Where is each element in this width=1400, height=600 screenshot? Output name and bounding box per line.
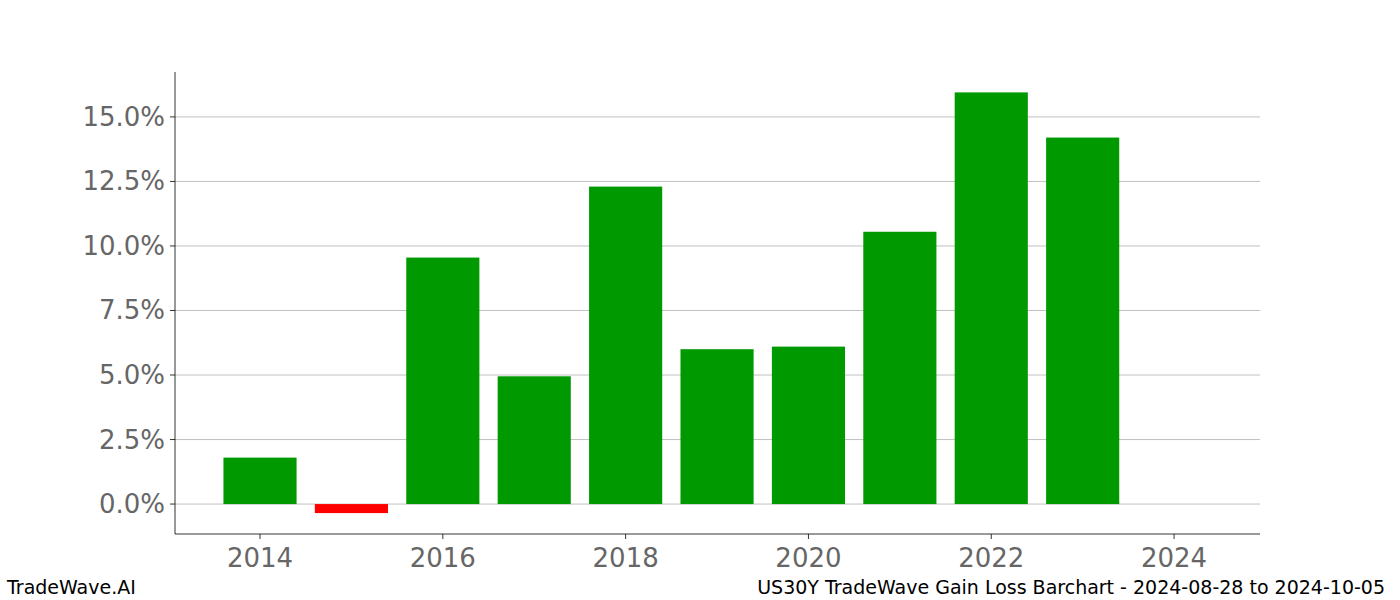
bar: [1046, 138, 1119, 505]
y-tick: [170, 504, 175, 505]
bar: [406, 258, 479, 504]
title: US30Y TradeWave Gain Loss Barchart - 202…: [757, 576, 1385, 598]
y-tick-label: 0.0%: [99, 489, 165, 519]
bar: [589, 187, 662, 504]
x-tick-label: 2014: [227, 543, 293, 573]
y-tick-label: 10.0%: [82, 231, 165, 261]
x-tick-label: 2022: [958, 543, 1024, 573]
y-tick: [170, 116, 175, 117]
x-tick: [625, 534, 626, 539]
y-tick: [170, 181, 175, 182]
chart: 0.0% 2.5% 5.0% 7.5% 10.0% 12.5% 15.0% 2014 2016 2…: [0, 0, 1400, 600]
x-axis: [175, 534, 1260, 535]
bar: [223, 458, 296, 504]
grid-line: [175, 116, 1260, 117]
bar: [772, 347, 845, 504]
bar: [315, 504, 388, 513]
x-tick-label: 2016: [410, 543, 476, 573]
x-tick-label: 2020: [775, 543, 841, 573]
x-tick-label: 2018: [593, 543, 659, 573]
y-tick: [170, 375, 175, 376]
x-tick: [808, 534, 809, 539]
y-tick-label: 15.0%: [82, 102, 165, 132]
brand: TradeWave.AI: [6, 576, 136, 598]
bar: [498, 376, 571, 504]
x-tick: [442, 534, 443, 539]
y-tick: [170, 310, 175, 311]
bar: [955, 92, 1028, 504]
bars: [223, 92, 1119, 513]
x-tick: [991, 534, 992, 539]
y-tick: [170, 439, 175, 440]
y-tick-label: 12.5%: [82, 166, 165, 196]
bar: [680, 349, 753, 504]
x-tick: [1174, 534, 1175, 539]
bar: [863, 232, 936, 504]
y-axis: [175, 72, 176, 534]
y-tick-label: 7.5%: [99, 295, 165, 325]
x-tick-label: 2024: [1141, 543, 1207, 573]
x-tick: [260, 534, 261, 539]
y-tick-label: 5.0%: [99, 360, 165, 390]
y-tick: [170, 245, 175, 246]
y-tick-label: 2.5%: [99, 425, 165, 455]
